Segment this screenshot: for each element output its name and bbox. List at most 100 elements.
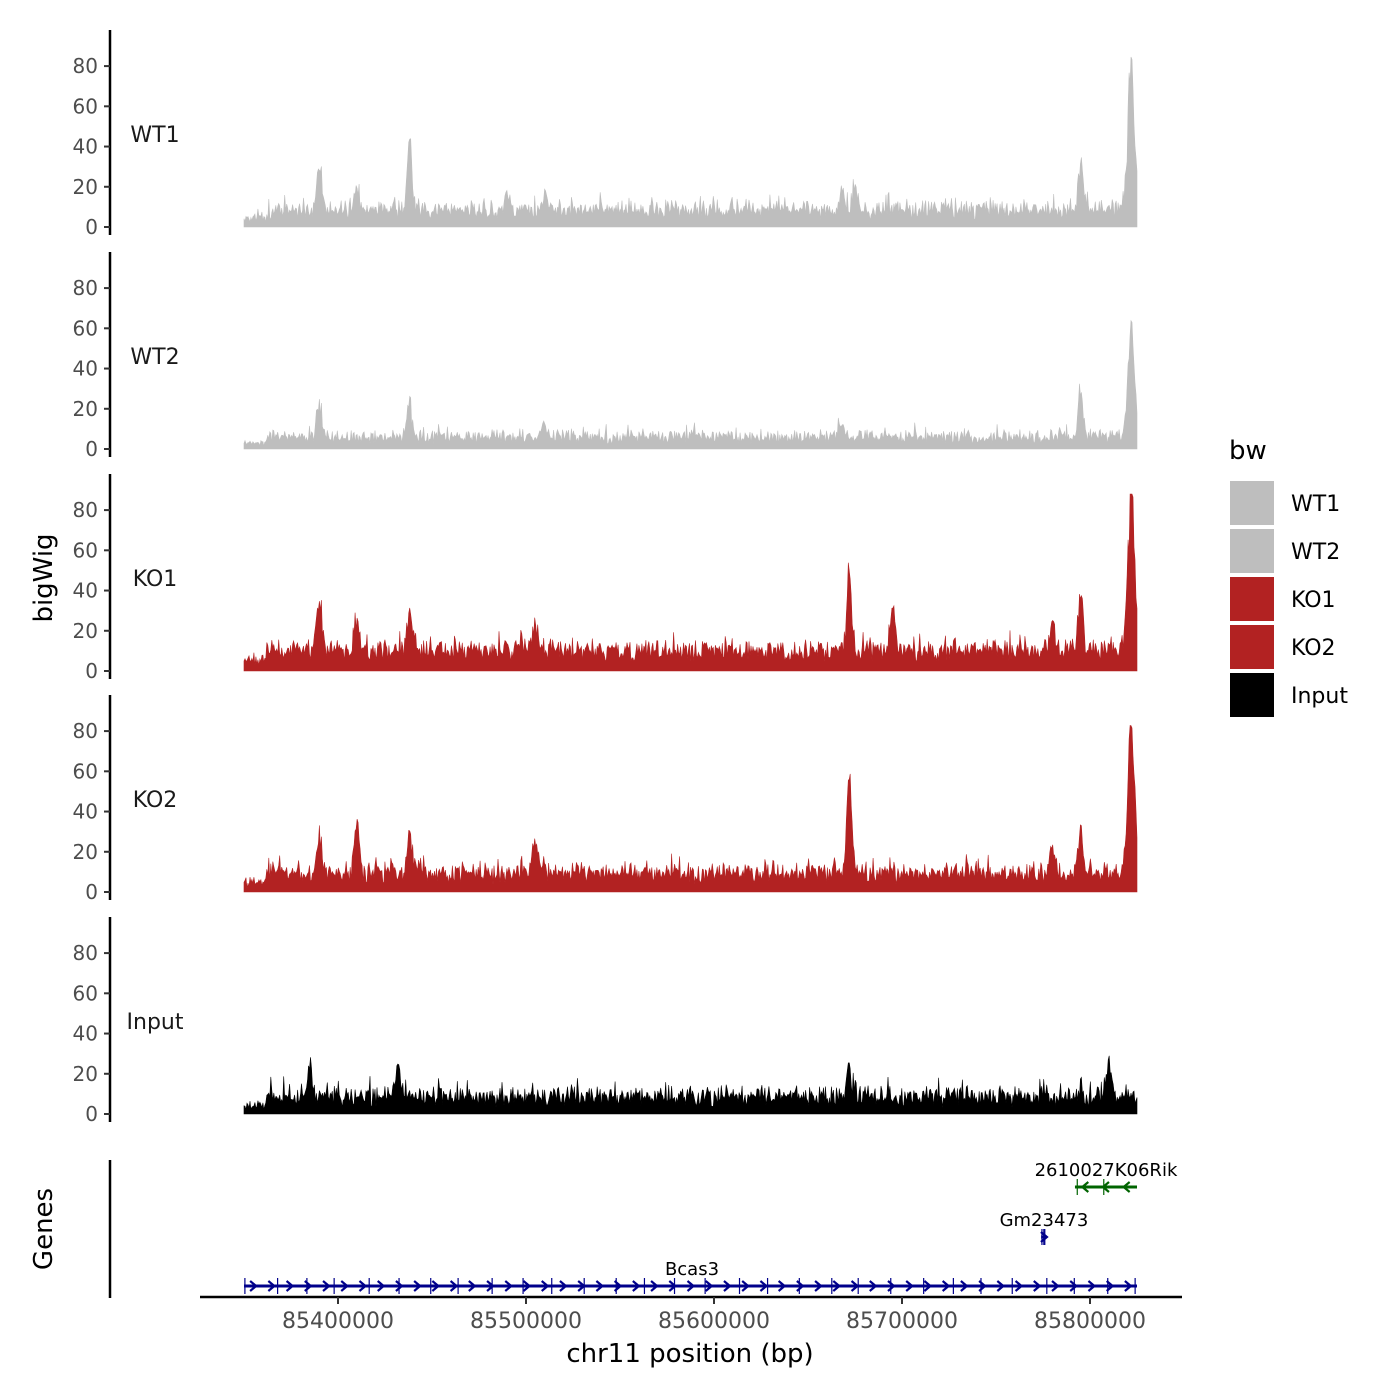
strand-arrow [395, 1280, 404, 1292]
y-tick-label: 0 [85, 215, 98, 239]
legend: bw WT1 WT2 KO1 KO2 Input [1229, 436, 1348, 717]
y-tick-label: 40 [73, 579, 98, 603]
legend-key-wt1 [1230, 481, 1274, 525]
genes-axis-title: Genes [29, 1188, 59, 1270]
strand-arrow [686, 1280, 696, 1292]
y-axis-title: bigWig [29, 533, 59, 622]
strand-arrow [540, 1280, 550, 1292]
strand-arrow [504, 1280, 513, 1292]
y-tick-label: 20 [73, 619, 98, 643]
strand-arrow [941, 1280, 951, 1292]
y-tick-label: 20 [73, 397, 98, 421]
strand-arrow [923, 1280, 933, 1292]
y-tick-label: 0 [85, 1102, 98, 1126]
y-tick-label: 80 [73, 941, 98, 965]
gene-gm23473: Gm23473 [1000, 1210, 1089, 1245]
strand-arrow [869, 1280, 878, 1292]
track-wt1: 0 20 40 60 80 WT1 [73, 30, 1138, 239]
gene-bcas3: Bcas3 [244, 1259, 1137, 1294]
strand-arrow [1105, 1280, 1115, 1292]
x-tick-label: 85700000 [846, 1309, 958, 1334]
strand-arrow [486, 1280, 495, 1292]
strand-arrow [1124, 1280, 1133, 1292]
facet-label-ko2: KO2 [133, 788, 178, 813]
strand-arrow [1101, 1181, 1110, 1193]
legend-key-input [1230, 673, 1274, 717]
gene-2610027k06rik: 2610027K06Rik [1035, 1160, 1178, 1195]
x-axis-title: chr11 position (bp) [566, 1339, 813, 1369]
y-tick-label: 60 [73, 759, 98, 783]
legend-key-wt2 [1230, 529, 1274, 573]
facet-label-wt2: WT2 [130, 345, 179, 370]
y-tick-label: 60 [73, 981, 98, 1005]
strand-arrow [1051, 1280, 1060, 1292]
strand-arrow [832, 1280, 842, 1292]
y-tick-label: 40 [73, 1022, 98, 1046]
gene-label: 2610027K06Rik [1035, 1160, 1178, 1181]
strand-arrow [814, 1280, 823, 1292]
y-tick-label: 0 [85, 659, 98, 683]
y-tick-label: 40 [73, 357, 98, 381]
strand-arrow [1069, 1280, 1078, 1292]
strand-arrow [1121, 1181, 1131, 1193]
signal-area-input [243, 1055, 1138, 1115]
strand-arrow [668, 1280, 677, 1292]
strand-arrow [413, 1280, 422, 1292]
strand-arrow [996, 1280, 1006, 1292]
gene-label: Gm23473 [1000, 1210, 1089, 1231]
x-axis: 85400000 85500000 85600000 85700000 85800000 [200, 1295, 1182, 1334]
strand-arrow [267, 1280, 277, 1292]
y-tick-label: 40 [73, 135, 98, 159]
strand-arrow [1040, 1231, 1049, 1243]
signal-area-ko1 [243, 493, 1138, 672]
y-tick-label: 20 [73, 1062, 98, 1086]
strand-arrow [559, 1280, 568, 1292]
signal-tracks: 0 20 40 60 80 WT1 0 20 40 60 80 WT2 0 20 40 60 80 KO1 0 20 4… [73, 30, 1138, 1126]
legend-key-ko1 [1230, 577, 1274, 621]
strand-arrow [449, 1280, 459, 1292]
strand-arrow [1080, 1181, 1090, 1193]
y-tick-label: 20 [73, 175, 98, 199]
strand-arrow [376, 1280, 386, 1292]
signal-area-ko2 [243, 725, 1138, 893]
legend-label-wt2: WT2 [1291, 540, 1340, 565]
y-tick-label: 60 [73, 316, 98, 340]
strand-arrow [723, 1280, 732, 1292]
strand-arrow [285, 1280, 295, 1292]
track-ko1: 0 20 40 60 80 KO1 [73, 474, 1138, 683]
strand-arrow [632, 1280, 641, 1292]
strand-arrow [595, 1280, 605, 1292]
strand-arrow [522, 1280, 532, 1292]
y-tick-label: 40 [73, 800, 98, 824]
facet-label-ko1: KO1 [133, 567, 178, 592]
x-tick-label: 85800000 [1034, 1309, 1146, 1334]
legend-label-ko1: KO1 [1291, 588, 1336, 613]
track-input: 0 20 40 60 80 Input [73, 917, 1138, 1126]
y-tick-label: 0 [85, 880, 98, 904]
strand-arrow [741, 1280, 750, 1292]
legend-title: bw [1229, 436, 1267, 466]
y-tick-label: 0 [85, 437, 98, 461]
strand-arrow [322, 1280, 331, 1292]
strand-arrow [759, 1280, 769, 1292]
legend-label-wt1: WT1 [1291, 492, 1340, 517]
signal-area-wt1 [243, 56, 1138, 228]
gene-label: Bcas3 [665, 1259, 719, 1280]
y-tick-label: 80 [73, 719, 98, 743]
x-tick-label: 85500000 [470, 1309, 582, 1334]
strand-arrow [887, 1280, 896, 1292]
strand-arrow [340, 1280, 349, 1292]
x-tick-label: 85400000 [282, 1309, 394, 1334]
track-ko2: 0 20 40 60 80 KO2 [73, 695, 1138, 904]
strand-arrow [850, 1280, 860, 1292]
strand-arrow [1014, 1280, 1024, 1292]
y-tick-label: 80 [73, 498, 98, 522]
y-tick-label: 60 [73, 94, 98, 118]
legend-label-input: Input [1291, 684, 1348, 709]
legend-key-ko2 [1230, 625, 1274, 669]
facet-label-wt1: WT1 [130, 123, 179, 148]
track-wt2: 0 20 40 60 80 WT2 [73, 252, 1138, 461]
strand-arrow [650, 1280, 659, 1292]
